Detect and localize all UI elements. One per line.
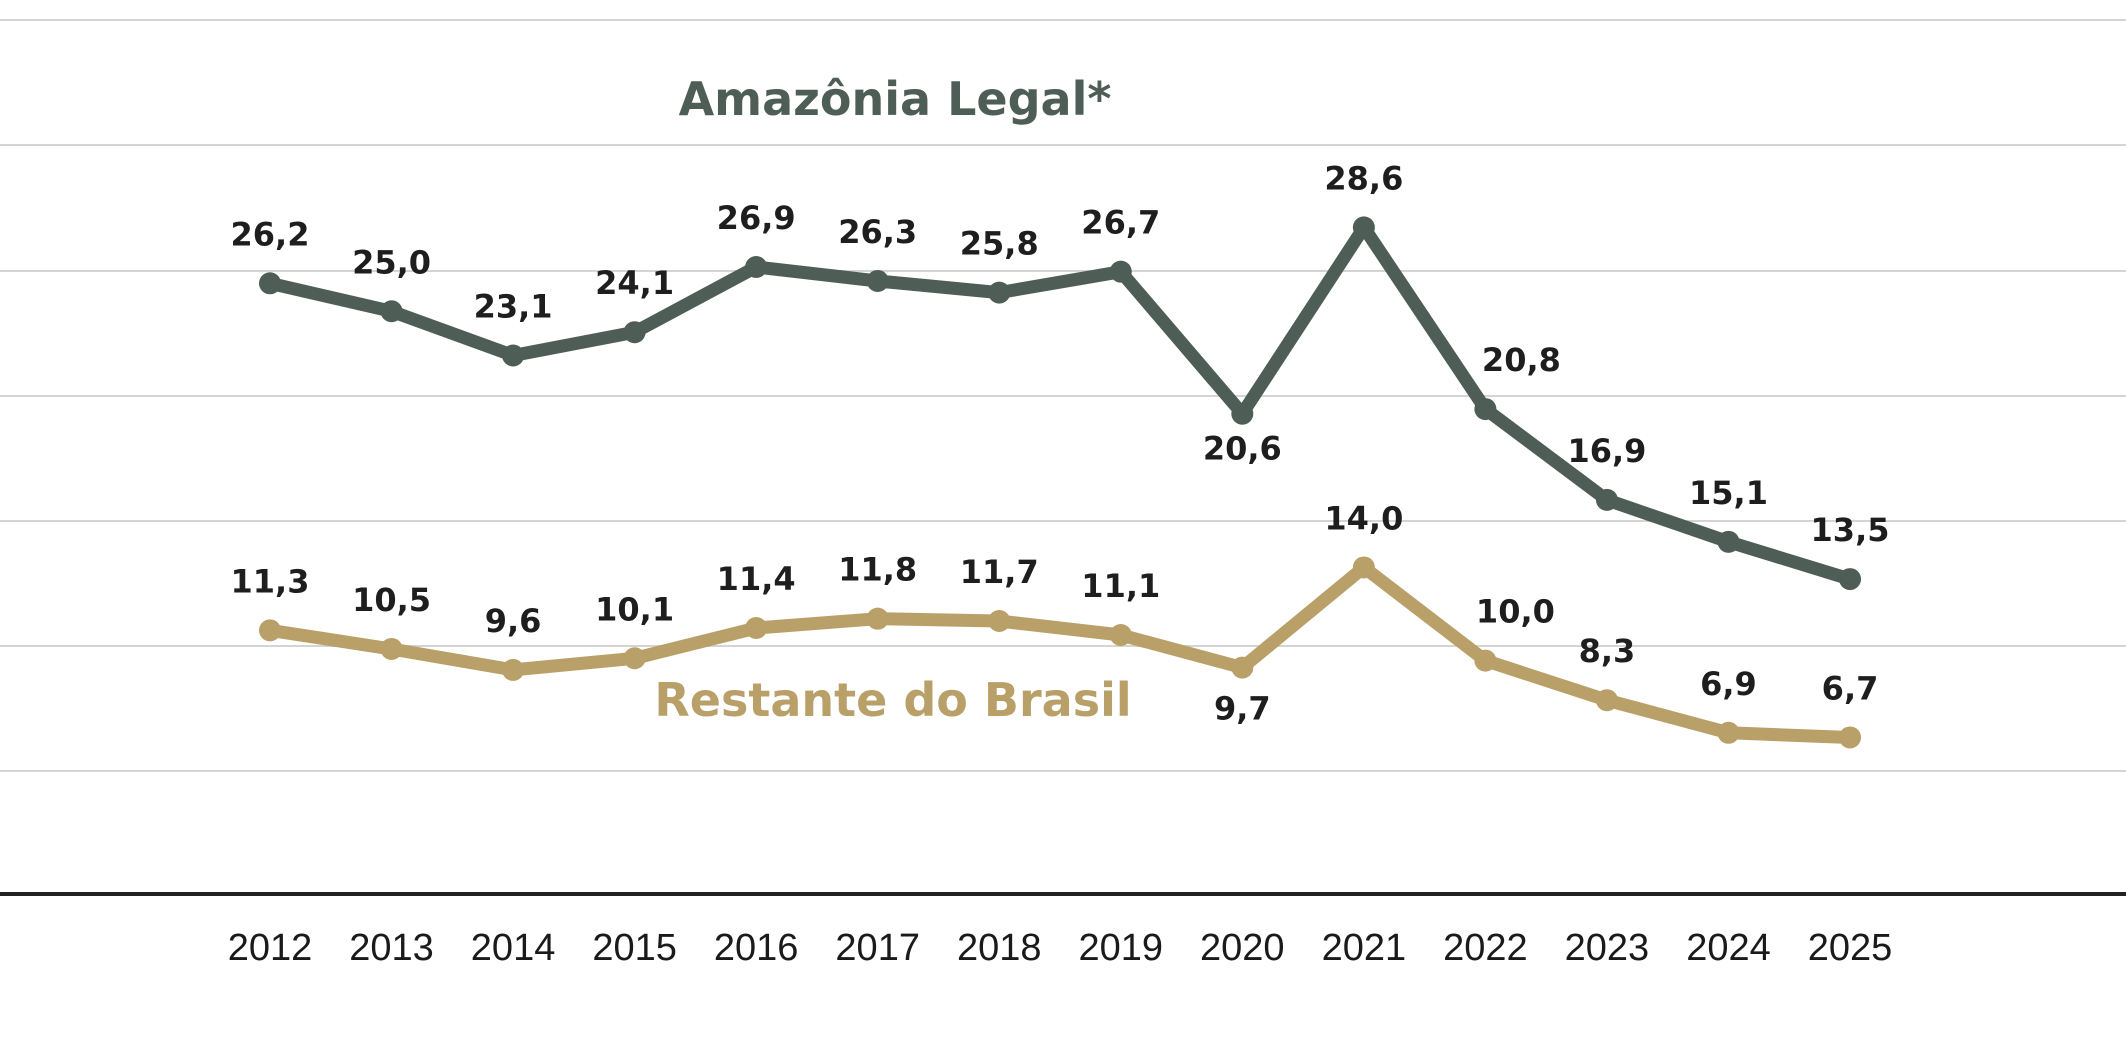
data-point-2014	[502, 658, 525, 681]
data-label-2020: 20,6	[1203, 430, 1282, 468]
data-label-2014: 9,6	[485, 602, 542, 640]
x-tick-label-2017: 2017	[835, 927, 920, 969]
x-tick-label-2022: 2022	[1443, 927, 1528, 969]
data-label-2012: 11,3	[231, 562, 310, 600]
data-point-2014	[502, 344, 525, 367]
data-point-2025	[1839, 726, 1862, 749]
data-point-2016	[745, 255, 768, 278]
data-label-2021: 28,6	[1324, 159, 1403, 197]
data-point-2015	[623, 647, 646, 670]
series-name-amazonia-legal: Amazônia Legal*	[679, 72, 1112, 126]
data-point-2022	[1474, 398, 1497, 421]
data-point-2020	[1231, 656, 1254, 679]
x-tick-labels: 2012 2013 2014 2015 2016 2017 2018 2019 2020 2021…	[228, 927, 1893, 969]
data-point-2015	[623, 321, 646, 344]
data-label-2015: 24,1	[595, 264, 674, 302]
x-tick-label-2015: 2015	[592, 927, 677, 969]
data-point-2019	[1109, 260, 1132, 283]
series-names: Amazônia Legal* Restante do Brasil	[654, 72, 1131, 727]
data-label-2016: 11,4	[717, 560, 796, 598]
gridlines	[0, 19, 2126, 772]
data-label-2022: 10,0	[1476, 593, 1555, 631]
data-point-2012	[259, 272, 281, 295]
data-label-2018: 25,8	[960, 225, 1039, 263]
data-label-2017: 26,3	[838, 213, 917, 251]
x-tick-label-2023: 2023	[1565, 927, 1650, 969]
data-point-2016	[745, 616, 768, 639]
data-point-2017	[866, 269, 889, 292]
data-point-2013	[380, 637, 403, 660]
data-label-2023: 8,3	[1579, 632, 1636, 670]
data-point-2022	[1474, 649, 1497, 672]
data-label-2012: 26,2	[231, 215, 310, 253]
x-tick-label-2018: 2018	[957, 927, 1042, 969]
data-label-2015: 10,1	[595, 590, 674, 628]
data-label-2023: 16,9	[1567, 432, 1646, 470]
data-label-2024: 15,1	[1689, 474, 1768, 512]
series-line-restante-do-brasil	[263, 560, 1857, 744]
data-point-2020	[1231, 402, 1254, 425]
x-tick-label-2019: 2019	[1079, 927, 1164, 969]
x-tick-label-2013: 2013	[349, 927, 434, 969]
x-tick-label-2016: 2016	[714, 927, 799, 969]
data-point-2024	[1717, 530, 1740, 553]
x-tick-label-2021: 2021	[1322, 927, 1407, 969]
data-label-2020: 9,7	[1214, 690, 1271, 728]
x-tick-label-2012: 2012	[228, 927, 313, 969]
data-point-2023	[1595, 689, 1618, 712]
data-label-2014: 23,1	[474, 288, 553, 326]
data-point-2012	[259, 619, 281, 642]
data-label-2024: 6,9	[1700, 665, 1757, 703]
data-point-2021	[1352, 556, 1375, 579]
data-label-2013: 25,0	[352, 243, 431, 281]
series-group	[259, 216, 1862, 749]
data-label-2021: 14,0	[1324, 499, 1403, 537]
data-label-2025: 13,5	[1811, 511, 1890, 549]
data-label-2025: 6,7	[1822, 669, 1879, 707]
series-name-restante-do-brasil: Restante do Brasil	[654, 673, 1131, 727]
series-line-amazonia-legal	[263, 220, 1857, 586]
data-point-2013	[380, 300, 403, 323]
data-label-2018: 11,7	[960, 553, 1039, 591]
data-label-2013: 10,5	[352, 581, 431, 619]
data-point-2017	[866, 607, 889, 630]
data-label-2016: 26,9	[717, 199, 796, 237]
data-point-2024	[1717, 721, 1740, 744]
data-point-2018	[988, 610, 1011, 633]
data-point-2018	[988, 281, 1011, 304]
x-tick-label-2020: 2020	[1200, 927, 1285, 969]
data-label-2019: 11,1	[1081, 567, 1160, 605]
data-label-2022: 20,8	[1482, 341, 1561, 379]
data-point-2025	[1839, 568, 1862, 591]
x-tick-label-2024: 2024	[1686, 927, 1771, 969]
data-point-2019	[1109, 623, 1132, 646]
data-label-2017: 11,8	[838, 551, 917, 589]
data-labels: 26,2 25,0 23,1 24,1 26,9 26,3 25,8 26,7 20,6 28,6…	[231, 159, 1890, 727]
data-point-2023	[1595, 488, 1618, 511]
x-tick-label-2014: 2014	[471, 927, 556, 969]
data-point-2021	[1352, 216, 1375, 239]
x-tick-label-2025: 2025	[1808, 927, 1893, 969]
data-label-2019: 26,7	[1081, 204, 1160, 242]
